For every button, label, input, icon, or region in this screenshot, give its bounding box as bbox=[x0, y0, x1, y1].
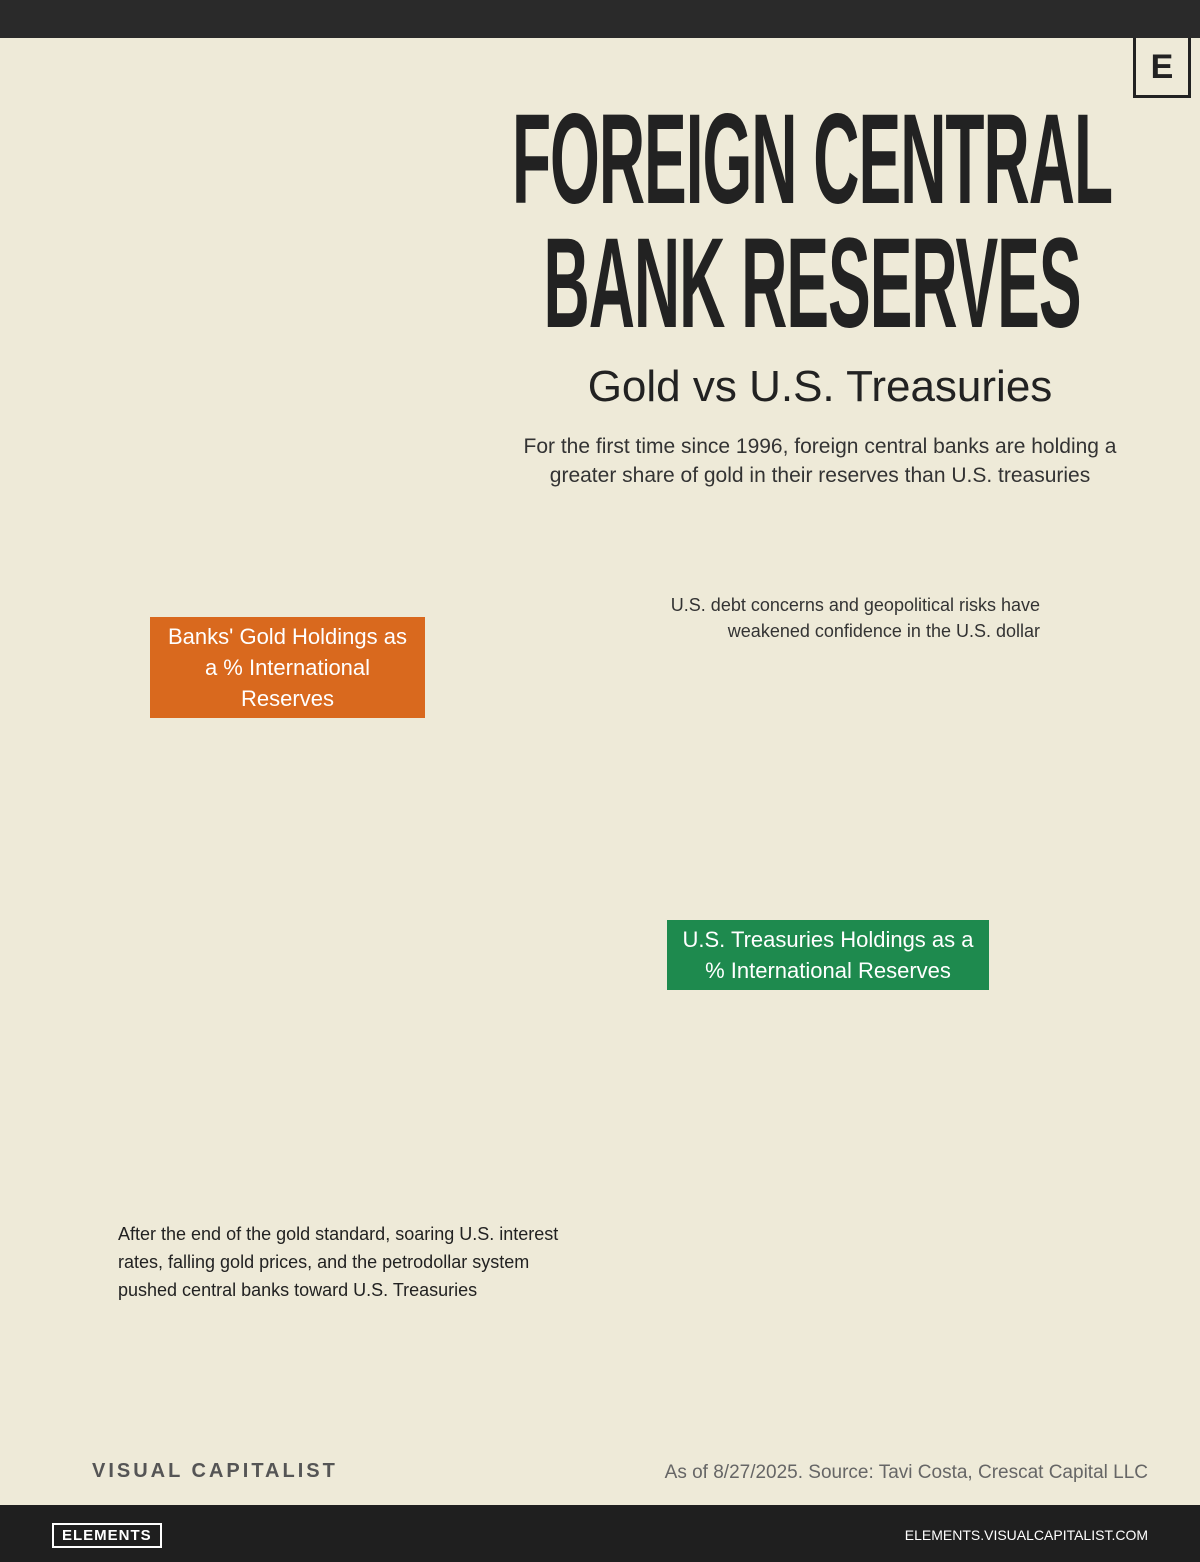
annotation: After the end of the gold standard, soar… bbox=[118, 1224, 559, 1300]
subtitle: Gold vs U.S. Treasuries bbox=[587, 362, 1053, 411]
top-bar bbox=[0, 0, 1200, 38]
source: As of 8/27/2025. Source: Tavi Costa, Cre… bbox=[664, 1462, 1148, 1483]
logo: E bbox=[1133, 38, 1191, 98]
annotation: U.S. debt concerns and geopolitical risk… bbox=[670, 595, 1040, 641]
bottom-bar bbox=[0, 1505, 1200, 1562]
series-label: U.S. Treasuries Holdings as a % Internat… bbox=[667, 920, 989, 990]
chart-title: FOREIGN CENTRAL BANK RESERVES bbox=[511, 88, 1113, 355]
description: For the first time since 1996, foreign c… bbox=[523, 435, 1117, 487]
series-label: Banks' Gold Holdings as a % Internationa… bbox=[150, 617, 425, 718]
footer-right: ELEMENTS.VISUALCAPITALIST.COM bbox=[904, 1527, 1148, 1543]
footer-left: ELEMENTS bbox=[52, 1523, 162, 1548]
brand: VISUAL CAPITALIST bbox=[92, 1460, 338, 1482]
